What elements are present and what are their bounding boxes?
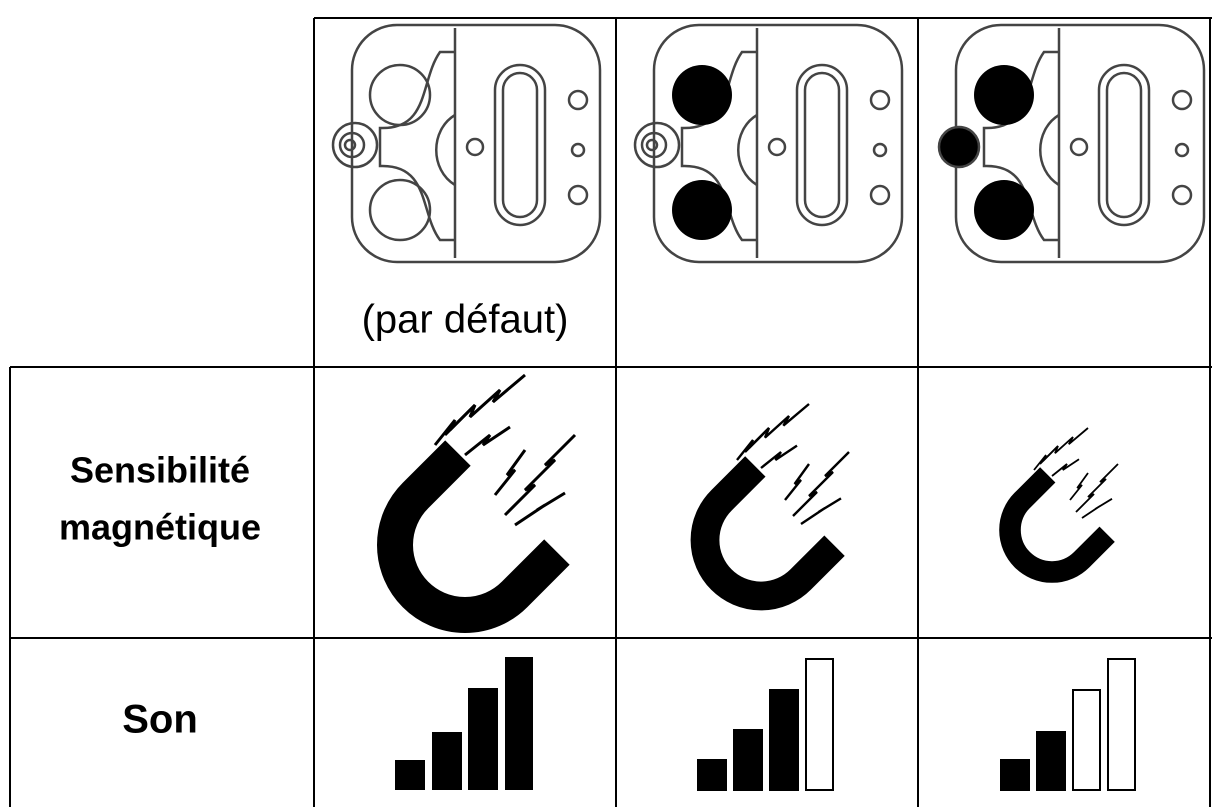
magnet-large [366, 375, 575, 644]
magnet-small [993, 428, 1118, 589]
device-default [331, 23, 602, 264]
row-label: Son [122, 698, 198, 742]
grid [9, 17, 1212, 807]
row-label: magnétique [59, 507, 261, 548]
sound-high [395, 657, 533, 790]
sound-medium [697, 658, 834, 791]
sound-low [1000, 658, 1136, 791]
device-low [937, 23, 1206, 264]
magnet-medium [682, 404, 849, 619]
default-note: (par défaut) [362, 298, 569, 342]
device-medium [633, 23, 904, 264]
row-label: Sensibilité [70, 450, 250, 491]
